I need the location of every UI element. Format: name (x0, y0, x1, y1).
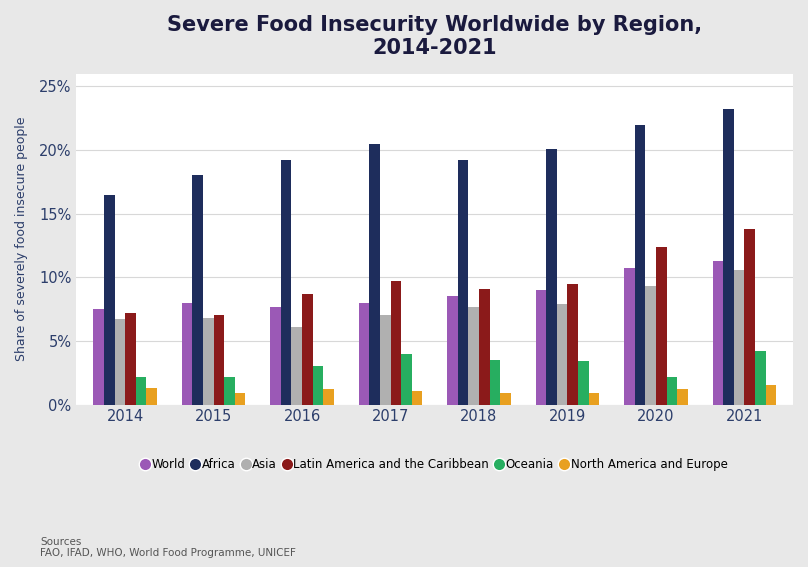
Bar (667, 376, 677, 404)
Text: Sources
FAO, IFAD, WHO, World Food Programme, UNICEF: Sources FAO, IFAD, WHO, World Food Progr… (40, 537, 297, 558)
Bar (104, 194, 115, 404)
Title: Severe Food Insecurity Worldwide by Region,
2014-2021: Severe Food Insecurity Worldwide by Regi… (167, 15, 702, 58)
Bar (369, 143, 380, 404)
Bar (380, 315, 390, 404)
Bar (270, 307, 281, 404)
Bar (213, 315, 224, 404)
Bar (677, 390, 688, 404)
Bar (182, 303, 192, 404)
Bar (192, 175, 203, 404)
Bar (281, 160, 292, 404)
Bar (536, 290, 546, 404)
Bar (634, 125, 646, 404)
Bar (401, 354, 412, 404)
Bar (578, 361, 589, 404)
Bar (235, 393, 246, 404)
Bar (224, 376, 235, 404)
Bar (93, 309, 104, 404)
Y-axis label: Share of severely food insecure people: Share of severely food insecure people (15, 117, 28, 361)
Bar (447, 297, 458, 404)
Legend: World, Africa, Asia, Latin America and the Caribbean, Oceania, North America and: World, Africa, Asia, Latin America and t… (137, 454, 732, 476)
Bar (390, 281, 401, 404)
Bar (765, 386, 776, 404)
Bar (656, 247, 667, 404)
Bar (624, 268, 634, 404)
Bar (313, 366, 323, 404)
Bar (479, 289, 490, 404)
Bar (490, 360, 500, 404)
Bar (734, 270, 744, 404)
Bar (412, 391, 423, 404)
Bar (203, 318, 213, 404)
Bar (589, 393, 600, 404)
Bar (115, 319, 125, 404)
Bar (125, 313, 136, 404)
Bar (713, 261, 723, 404)
Bar (500, 393, 511, 404)
Bar (458, 160, 469, 404)
Bar (723, 109, 734, 404)
Bar (646, 286, 656, 404)
Bar (302, 294, 313, 404)
Bar (469, 307, 479, 404)
Bar (546, 149, 557, 404)
Bar (744, 229, 755, 404)
Bar (146, 388, 157, 404)
Bar (359, 303, 369, 404)
Bar (323, 390, 334, 404)
Bar (567, 284, 578, 404)
Bar (755, 351, 765, 404)
Bar (557, 304, 567, 404)
Bar (136, 376, 146, 404)
Bar (292, 327, 302, 404)
